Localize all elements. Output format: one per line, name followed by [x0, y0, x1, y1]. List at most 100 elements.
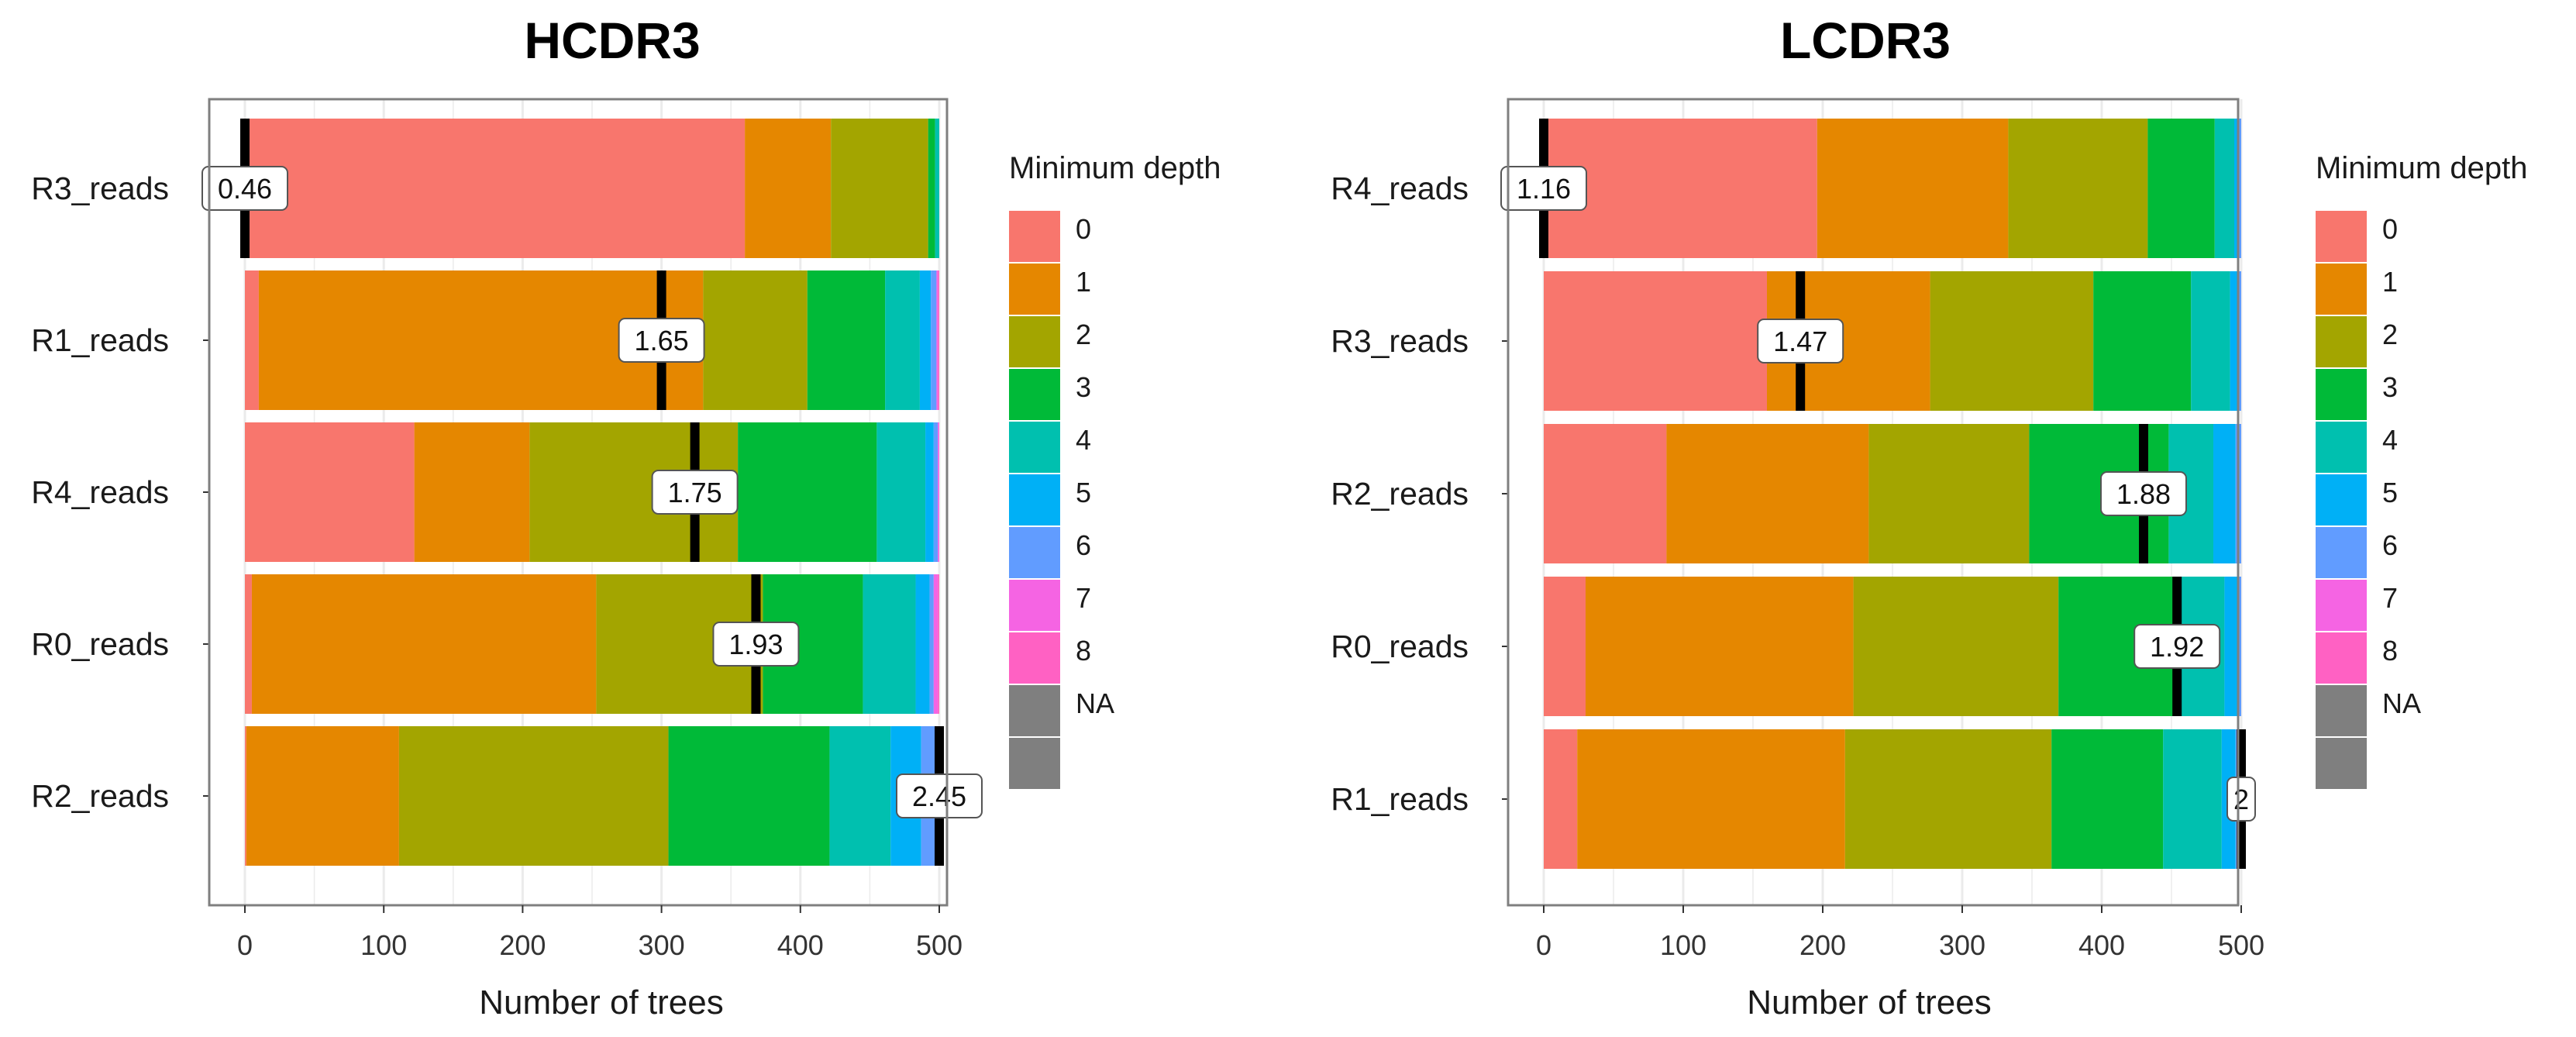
lcdr3-legend-swatch-6	[2316, 527, 2367, 578]
lcdr3-bar-row-r4-reads	[1544, 119, 2241, 258]
lcdr3-bar-r4-reads-depth-2	[2008, 119, 2148, 258]
hcdr3-bar-r0-reads-depth-4	[863, 574, 916, 714]
hcdr3-legend-swatch-1	[1009, 264, 1060, 315]
lcdr3-bar-r4-reads-depth-3	[2147, 119, 2215, 258]
lcdr3-mean-depth-label-r3-reads: 1.47	[1773, 326, 1827, 357]
hcdr3-legend-label-0: 0	[1076, 213, 1091, 245]
lcdr3-legend-label-1: 1	[2382, 266, 2398, 298]
hcdr3-legend-swatch-0	[1009, 211, 1060, 262]
hcdr3-x-tick-label-0: 0	[237, 929, 253, 961]
hcdr3-bar-r0-reads-depth-1	[251, 574, 597, 714]
hcdr3-title: HCDR3	[524, 12, 700, 69]
lcdr3-mean-depth-label-box	[1757, 319, 1844, 363]
hcdr3-bar-r4-reads-depth-4	[876, 422, 926, 562]
lcdr3-mean-depth-label-r2-reads: 1.88	[2116, 478, 2171, 510]
hcdr3-mean-depth-label-r2-reads: 2.45	[912, 780, 966, 812]
lcdr3-chart: LCDR3 Number of trees Minimum depth R4_r…	[1331, 12, 2527, 1021]
lcdr3-bar-r2-reads-depth-0	[1544, 424, 1667, 563]
lcdr3-mean-depth-marker-r4-reads: 1.16	[1500, 119, 1587, 258]
hcdr3-bar-r0-reads-depth-7	[933, 574, 938, 714]
hcdr3-y-label-r2-reads: R2_reads	[31, 778, 169, 814]
hcdr3-mean-depth-marker-r1-reads: 1.65	[618, 270, 705, 410]
lcdr3-bar-r3-reads-depth-5	[2230, 271, 2239, 411]
hcdr3-mean-depth-label-box	[712, 622, 800, 667]
lcdr3-legend-label-4: 4	[2382, 424, 2398, 456]
lcdr3-x-tick-label-100: 100	[1660, 929, 1706, 961]
hcdr3-bar-r0-reads-depth-8	[938, 574, 939, 714]
hcdr3-bar-r1-reads-depth-4	[885, 270, 920, 410]
lcdr3-x-tick-label-0: 0	[1536, 929, 1551, 961]
lcdr3-bar-r2-reads-depth-5	[2213, 424, 2236, 563]
lcdr3-y-label-r4-reads: R4_reads	[1331, 171, 1469, 206]
lcdr3-y-label-r3-reads: R3_reads	[1331, 323, 1469, 359]
hcdr3-bar-r2-reads-depth-0	[245, 726, 246, 866]
lcdr3-y-label-r1-reads: R1_reads	[1331, 781, 1469, 817]
hcdr3-legend-label-1: 1	[1076, 266, 1091, 298]
hcdr3-bar-r3-reads-depth-0	[245, 119, 746, 258]
hcdr3-legend: 0 1 2 3 4 5 6 7 8 NA	[1009, 211, 1114, 789]
hcdr3-bar-r0-reads-depth-6	[929, 574, 934, 714]
lcdr3-legend-label-6: 6	[2382, 529, 2398, 561]
lcdr3-bar-r4-reads-depth-4	[2214, 119, 2234, 258]
lcdr3-bar-r1-reads-depth-4	[2163, 729, 2222, 869]
lcdr3-mean-depth-label-box	[1500, 166, 1587, 211]
hcdr3-legend-swatch-5	[1009, 474, 1060, 525]
lcdr3-legend-swatch-1	[2316, 264, 2367, 315]
lcdr3-bar-row-r3-reads	[1544, 271, 2241, 411]
lcdr3-x-tick-label-200: 200	[1799, 929, 1846, 961]
hcdr3-bar-r4-reads-depth-3	[738, 422, 877, 562]
hcdr3-legend-label-5: 5	[1076, 477, 1091, 508]
hcdr3-legend-label-na: NA	[1076, 687, 1114, 719]
lcdr3-legend-swatch-na	[2316, 685, 2367, 736]
lcdr3-legend-label-na: NA	[2382, 687, 2421, 719]
hcdr3-mean-depth-label-box	[651, 470, 739, 515]
hcdr3-x-tick-label-100: 100	[360, 929, 407, 961]
hcdr3-legend-label-2: 2	[1076, 319, 1091, 350]
hcdr3-y-label-r1-reads: R1_reads	[31, 322, 169, 358]
lcdr3-bar-row-r1-reads	[1544, 729, 2241, 869]
hcdr3-bar-r4-reads-depth-5	[925, 422, 934, 562]
lcdr3-legend-swatch-5	[2316, 474, 2367, 525]
lcdr3-mean-depth-label-box	[2226, 777, 2256, 822]
hcdr3-legend-label-4: 4	[1076, 424, 1091, 456]
hcdr3-legend-swatch-4	[1009, 422, 1060, 473]
lcdr3-bar-r3-reads-depth-3	[2093, 271, 2192, 411]
lcdr3-bar-r1-reads-depth-1	[1577, 729, 1845, 869]
hcdr3-x-axis-title: Number of trees	[479, 984, 723, 1021]
lcdr3-legend-swatch-8	[2316, 632, 2367, 684]
hcdr3-bar-r4-reads-depth-0	[245, 422, 415, 562]
lcdr3-mean-depth-marker-r0-reads: 1.92	[2133, 577, 2221, 716]
hcdr3-mean-depth-marker-r3-reads: 0.46	[201, 119, 288, 258]
hcdr3-bar-row-r1-reads	[245, 270, 939, 410]
hcdr3-mean-depth-label-box	[896, 773, 983, 818]
lcdr3-bar-r0-reads-depth-6	[2238, 577, 2241, 716]
hcdr3-legend-label-7: 7	[1076, 582, 1091, 614]
lcdr3-mean-depth-label-r1-reads: 2	[2233, 784, 2249, 815]
hcdr3-bar-r1-reads-depth-2	[703, 270, 808, 410]
lcdr3-bar-r3-reads-depth-6	[2238, 271, 2241, 411]
lcdr3-legend-title: Minimum depth	[2316, 151, 2527, 185]
hcdr3-legend-label-6: 6	[1076, 529, 1091, 561]
lcdr3-bar-r0-reads-depth-5	[2224, 577, 2239, 716]
lcdr3-bar-r0-reads-depth-0	[1544, 577, 1586, 716]
lcdr3-bar-r1-reads-depth-2	[1844, 729, 2052, 869]
hcdr3-mean-depth-marker-r2-reads: 2.45	[896, 726, 983, 866]
hcdr3-legend-swatch-2	[1009, 316, 1060, 367]
lcdr3-mean-depth-marker-r2-reads: 1.88	[2100, 424, 2187, 563]
hcdr3-bar-r4-reads-depth-7	[938, 422, 939, 562]
hcdr3-bar-r3-reads-depth-4	[935, 119, 939, 258]
lcdr3-legend-label-7: 7	[2382, 582, 2398, 614]
lcdr3-legend: 0 1 2 3 4 5 6 7 8 NA	[2316, 211, 2421, 789]
hcdr3-y-label-r3-reads: R3_reads	[31, 171, 169, 206]
hcdr3-panel-border	[208, 98, 949, 907]
lcdr3-mean-depth-marker-r3-reads: 1.47	[1757, 271, 1844, 411]
hcdr3-y-label-r0-reads: R0_reads	[31, 626, 169, 662]
lcdr3-bar-r2-reads-depth-1	[1666, 424, 1869, 563]
lcdr3-bar-r1-reads-depth-3	[2051, 729, 2164, 869]
hcdr3-x-tick-label-500: 500	[916, 929, 963, 961]
lcdr3-bar-r0-reads-depth-2	[1853, 577, 2059, 716]
lcdr3-legend-label-0: 0	[2382, 213, 2398, 245]
lcdr3-x-tick-label-400: 400	[2078, 929, 2125, 961]
hcdr3-bar-r3-reads-depth-2	[831, 119, 928, 258]
lcdr3-legend-label-8: 8	[2382, 635, 2398, 667]
